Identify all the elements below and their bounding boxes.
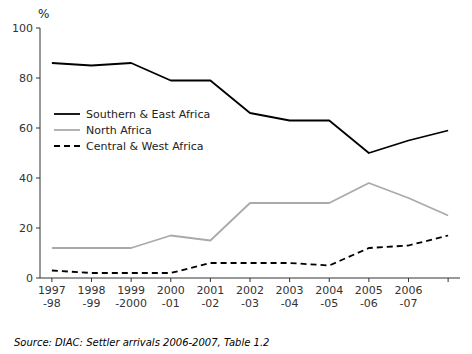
axes: 0204060801001997-981998-991999-20002000-… <box>12 22 460 310</box>
y-tick <box>36 78 40 79</box>
x-tick-label-line: -07 <box>400 297 418 310</box>
y-tick <box>36 228 40 229</box>
legend-label: Southern & East Africa <box>86 108 210 121</box>
x-tick-label-line: 2004 <box>315 284 343 297</box>
series-line <box>52 63 448 153</box>
chart: 0204060801001997-981998-991999-20002000-… <box>0 0 472 354</box>
legend-swatch <box>54 129 80 131</box>
y-tick-label: 80 <box>19 72 33 85</box>
x-tick-label-line: 2002 <box>236 284 264 297</box>
x-tick-label-line: -04 <box>281 297 299 310</box>
y-tick-label: 40 <box>19 172 33 185</box>
x-tick <box>368 278 369 282</box>
legend: Southern & East Africa North Africa Centra… <box>54 108 210 153</box>
x-tick-label-line: -01 <box>162 297 180 310</box>
y-tick-label: 60 <box>19 122 33 135</box>
series-line <box>52 236 448 274</box>
x-tick-label: 2000-01 <box>157 284 185 310</box>
x-tick-label: 1997-98 <box>38 284 66 310</box>
y-axis-line <box>40 28 41 278</box>
x-tick-label-line: -98 <box>43 297 61 310</box>
x-tick-label-line: 2001 <box>196 284 224 297</box>
x-tick <box>170 278 171 282</box>
x-tick-label-line: 2003 <box>276 284 304 297</box>
x-tick <box>250 278 251 282</box>
x-tick <box>329 278 330 282</box>
x-tick <box>448 278 449 282</box>
series-line <box>52 183 448 248</box>
y-tick <box>36 178 40 179</box>
x-tick <box>91 278 92 282</box>
x-tick-label-line: -06 <box>360 297 378 310</box>
x-tick-label-line: -05 <box>320 297 338 310</box>
plot-area <box>52 63 448 273</box>
x-tick-label-line: 1998 <box>78 284 106 297</box>
x-tick-label: 2003-04 <box>276 284 304 310</box>
x-tick-label-line: -99 <box>83 297 101 310</box>
x-tick <box>131 278 132 282</box>
x-tick-label-line: -03 <box>241 297 259 310</box>
x-tick-label: 2002-03 <box>236 284 264 310</box>
x-tick-label: 2006-07 <box>394 284 422 310</box>
legend-swatch <box>54 145 80 147</box>
y-tick-label: 100 <box>12 22 33 35</box>
x-tick-label: 1999-2000 <box>115 284 147 310</box>
y-tick <box>36 28 40 29</box>
x-tick-label-line: 2000 <box>157 284 185 297</box>
x-tick-label-line: 2005 <box>355 284 383 297</box>
x-tick-label: 2001-02 <box>196 284 224 310</box>
legend-label: Central & West Africa <box>86 140 204 153</box>
x-tick-label-line: -2000 <box>115 297 147 310</box>
y-tick-label: 0 <box>26 272 33 285</box>
x-tick-label-line: 1999 <box>117 284 145 297</box>
x-tick-label: 2004-05 <box>315 284 343 310</box>
x-tick <box>289 278 290 282</box>
y-tick-label: 20 <box>19 222 33 235</box>
x-tick-label: 1998-99 <box>78 284 106 310</box>
x-tick <box>408 278 409 282</box>
y-tick <box>36 278 40 279</box>
x-tick <box>210 278 211 282</box>
x-tick-label: 2005-06 <box>355 284 383 310</box>
legend-swatch <box>54 113 80 115</box>
x-tick-label-line: 1997 <box>38 284 66 297</box>
legend-label: North Africa <box>86 124 152 137</box>
y-tick <box>36 128 40 129</box>
x-tick <box>51 278 52 282</box>
x-tick-label-line: 2006 <box>394 284 422 297</box>
source-note: Source: DIAC: Settler arrivals 2006-2007… <box>14 337 269 348</box>
y-axis-label: % <box>38 7 49 21</box>
x-tick-label-line: -02 <box>201 297 219 310</box>
